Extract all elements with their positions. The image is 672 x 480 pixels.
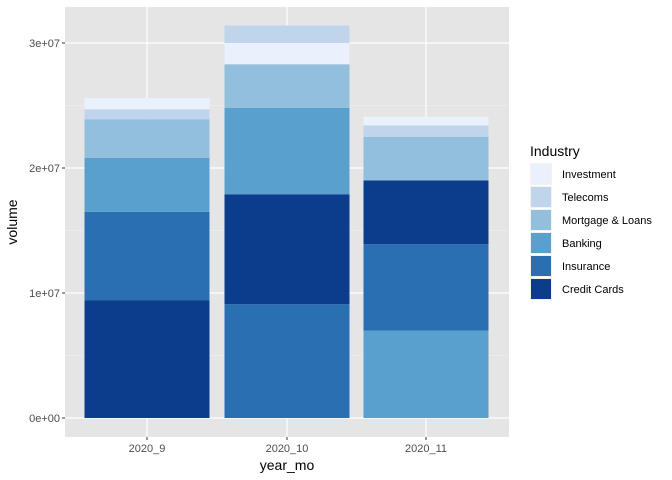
- legend-label: Investment: [562, 169, 616, 181]
- bar-segment-insurance: [84, 211, 210, 301]
- bar-segment-credit-cards: [224, 194, 350, 305]
- x-tick-label: 2020_10: [266, 443, 309, 455]
- bars: [84, 25, 489, 418]
- bar-segment-telecoms: [224, 25, 350, 43]
- bar-segment-mortgage-loans: [84, 119, 210, 158]
- bar-segment-mortgage-loans: [363, 136, 489, 181]
- bar-segment-insurance: [224, 304, 350, 418]
- bar-segment-credit-cards: [84, 300, 210, 418]
- x-tick-label: 2020_11: [405, 443, 447, 455]
- bar-segment-credit-cards: [363, 180, 489, 245]
- bar-segment-insurance: [363, 244, 489, 331]
- bar-segment-banking: [224, 108, 350, 195]
- y-tick-label: 0e+00: [29, 413, 60, 425]
- x-tick-label: 2020_9: [129, 443, 166, 455]
- legend: Industry Investment Telecoms Mortgage & Lo…: [530, 143, 652, 300]
- legend-label: Credit Cards: [562, 284, 624, 296]
- legend-label: Banking: [562, 238, 602, 250]
- bar-segment-investment: [224, 43, 350, 65]
- legend-swatch: [531, 210, 551, 230]
- legend-label: Mortgage & Loans: [562, 215, 652, 227]
- y-tick-label: 2e+07: [29, 163, 60, 175]
- legend-title: Industry: [530, 143, 580, 159]
- bar-segment-banking: [363, 330, 489, 418]
- bar-segment-mortgage-loans: [224, 64, 350, 108]
- bar-segment-telecoms: [84, 109, 210, 120]
- bar-segment-telecoms: [363, 125, 489, 137]
- legend-swatch: [531, 233, 551, 253]
- x-axis-title: year_mo: [260, 457, 315, 473]
- legend-swatch: [531, 187, 551, 207]
- legend-label: Insurance: [562, 261, 610, 273]
- legend-label: Telecoms: [562, 192, 609, 204]
- bar-segment-investment: [363, 116, 489, 126]
- axes: 0e+00 1e+07 2e+07 3e+07 2020_9 2020_10 2020_11: [29, 38, 447, 455]
- y-tick-label: 1e+07: [29, 288, 60, 300]
- legend-swatch: [531, 256, 551, 276]
- y-tick-label: 3e+07: [29, 38, 60, 50]
- legend-swatch: [531, 164, 551, 184]
- legend-swatch: [531, 279, 551, 299]
- bar-segment-banking: [84, 158, 210, 212]
- y-axis-title: volume: [4, 199, 20, 244]
- bar-segment-investment: [84, 98, 210, 110]
